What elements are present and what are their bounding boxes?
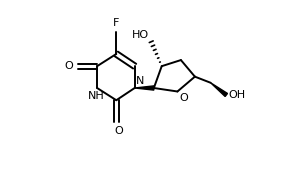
Text: HO: HO bbox=[132, 30, 150, 40]
Text: N: N bbox=[135, 76, 144, 86]
Text: O: O bbox=[114, 126, 123, 136]
Polygon shape bbox=[211, 83, 227, 96]
Polygon shape bbox=[135, 86, 154, 90]
Text: F: F bbox=[113, 18, 119, 28]
Text: NH: NH bbox=[88, 91, 105, 101]
Text: O: O bbox=[179, 93, 188, 103]
Text: OH: OH bbox=[228, 90, 246, 100]
Text: O: O bbox=[65, 61, 74, 71]
